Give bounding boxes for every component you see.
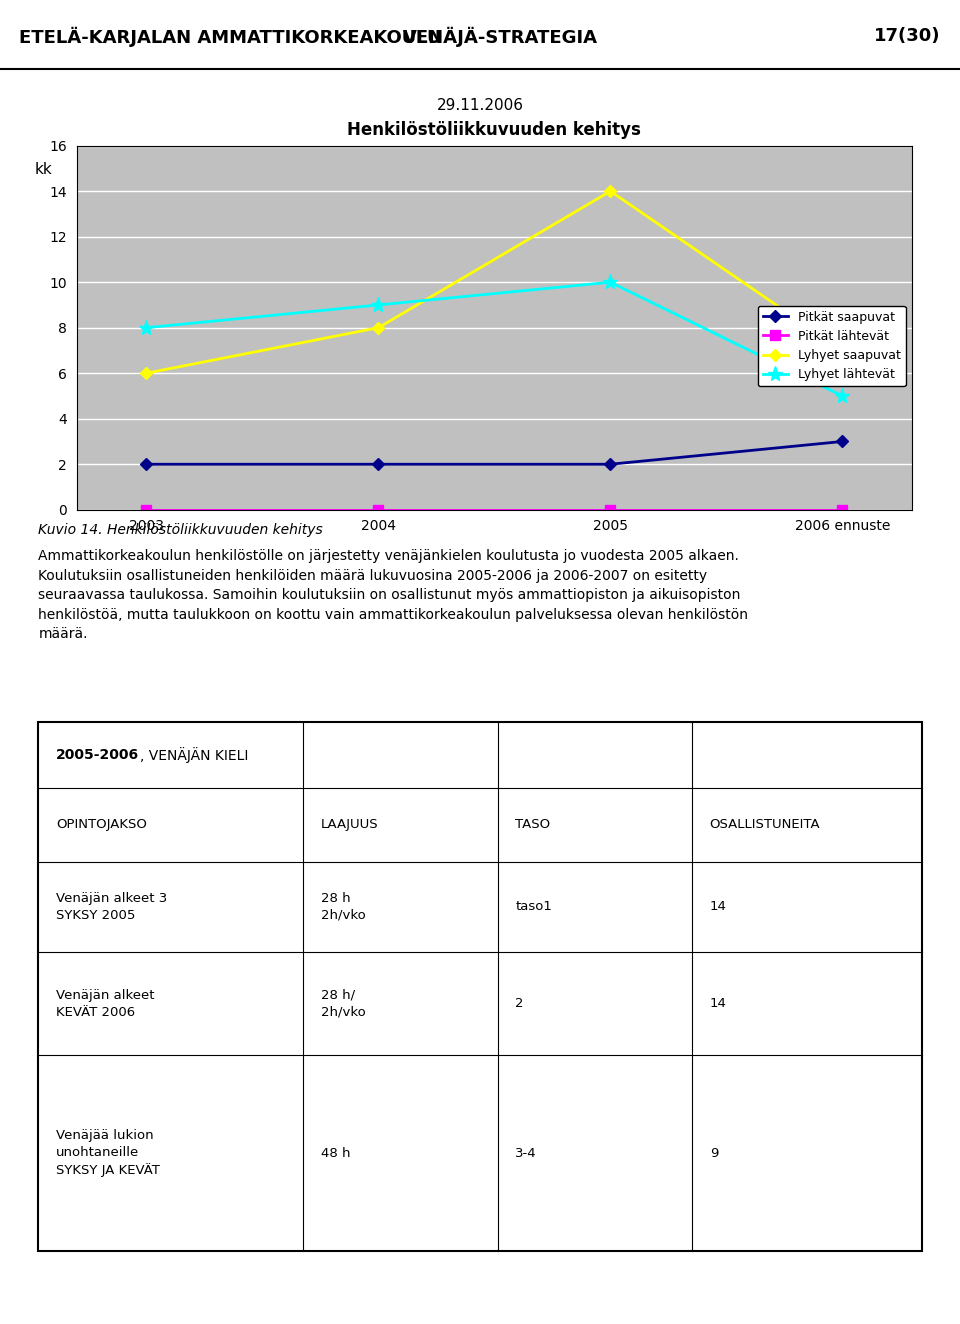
Text: OSALLISTUNEITA: OSALLISTUNEITA [709,818,820,831]
Text: Venäjää lukion
unohtaneille
SYKSY JA KEVÄT: Venäjää lukion unohtaneille SYKSY JA KEV… [56,1129,160,1177]
Text: 28 h/
2h/vko: 28 h/ 2h/vko [321,989,366,1018]
Text: 29.11.2006: 29.11.2006 [437,98,523,114]
Text: Venäjän alkeet
KEVÄT 2006: Venäjän alkeet KEVÄT 2006 [56,989,155,1018]
Text: kk: kk [35,162,52,176]
Text: 17(30): 17(30) [875,28,941,45]
Text: 3-4: 3-4 [516,1147,537,1160]
Text: 14: 14 [709,997,727,1010]
Text: Ammattikorkeakoulun henkilöstölle on järjestetty venäjänkielen koulutusta jo vuo: Ammattikorkeakoulun henkilöstölle on jär… [38,549,749,641]
Text: OPINTOJAKSO: OPINTOJAKSO [56,818,147,831]
Text: taso1: taso1 [516,900,552,914]
Text: VENÄJÄ-STRATEGIA: VENÄJÄ-STRATEGIA [403,26,598,46]
Text: Kuvio 14. Henkilöstöliikkuvuuden kehitys: Kuvio 14. Henkilöstöliikkuvuuden kehitys [38,523,324,536]
Text: TASO: TASO [516,818,550,831]
Text: ETELÄ-KARJALAN AMMATTIKORKEAKOULU: ETELÄ-KARJALAN AMMATTIKORKEAKOULU [19,26,442,46]
Text: Venäjän alkeet 3
SYKSY 2005: Venäjän alkeet 3 SYKSY 2005 [56,892,167,922]
Text: , VENÄJÄN KIELI: , VENÄJÄN KIELI [140,747,249,763]
Text: 28 h
2h/vko: 28 h 2h/vko [321,892,366,922]
Title: Henkilöstöliikkuvuuden kehitys: Henkilöstöliikkuvuuden kehitys [348,120,641,139]
Text: 2: 2 [516,997,524,1010]
Text: 48 h: 48 h [321,1147,350,1160]
Legend: Pitkät saapuvat, Pitkät lähtevät, Lyhyet saapuvat, Lyhyet lähtevät: Pitkät saapuvat, Pitkät lähtevät, Lyhyet… [757,306,905,387]
Text: LAAJUUS: LAAJUUS [321,818,378,831]
Text: 2005-2006: 2005-2006 [56,748,139,761]
Text: 14: 14 [709,900,727,914]
Text: 9: 9 [709,1147,718,1160]
